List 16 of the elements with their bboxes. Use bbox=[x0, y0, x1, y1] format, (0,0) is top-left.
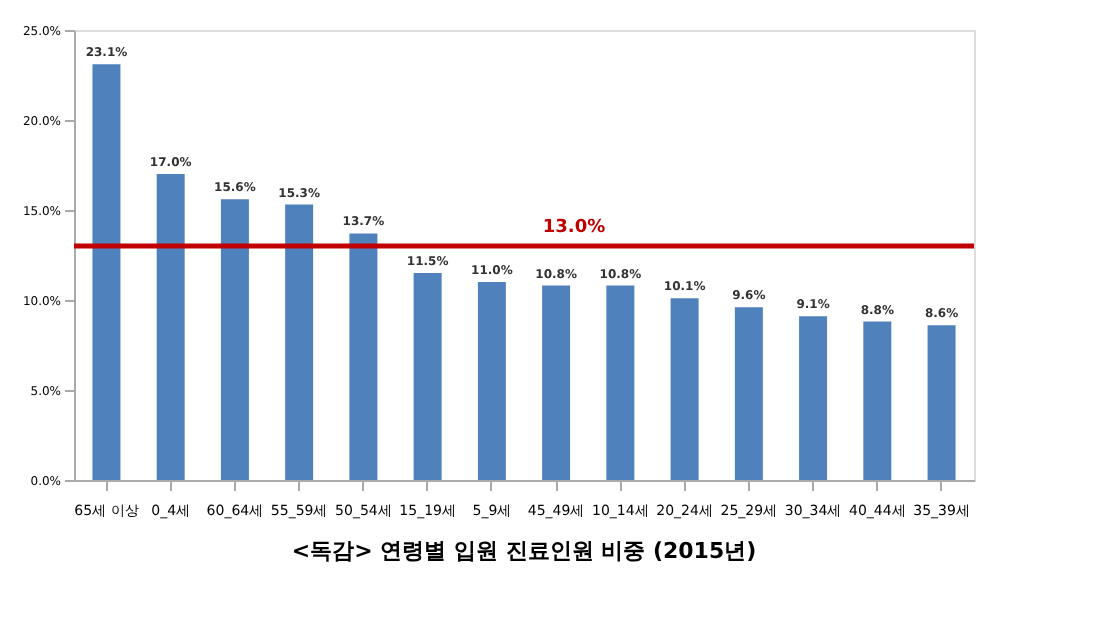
bar bbox=[477, 282, 506, 480]
bar bbox=[349, 233, 378, 480]
bar bbox=[285, 204, 314, 480]
bar bbox=[542, 285, 571, 480]
bar bbox=[863, 321, 892, 480]
bar bbox=[156, 174, 185, 480]
text: <독감> 연령별 입원 진료인원 비중 (2015년) bbox=[291, 538, 757, 564]
bar bbox=[670, 298, 699, 480]
bar bbox=[220, 199, 249, 480]
bar bbox=[927, 325, 956, 480]
bar bbox=[413, 273, 442, 480]
bar bbox=[799, 316, 828, 480]
bar bbox=[606, 285, 635, 480]
bar bbox=[92, 64, 121, 480]
bar bbox=[734, 307, 763, 480]
ref-line-label: 13.0% bbox=[542, 218, 606, 238]
